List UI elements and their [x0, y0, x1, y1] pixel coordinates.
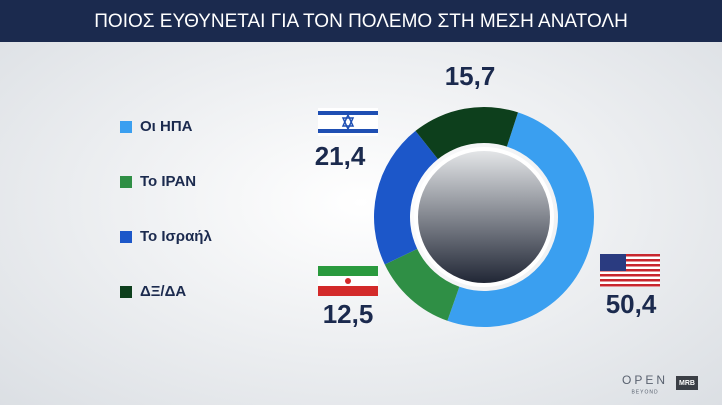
- legend-label: Οι ΗΠΑ: [140, 118, 193, 135]
- legend-swatch: [120, 121, 132, 133]
- legend-swatch: [120, 176, 132, 188]
- center-photo: [414, 147, 554, 287]
- flag-usa: [600, 254, 660, 287]
- value-label: 12,5: [323, 299, 374, 329]
- chart-title: ΠΟΙΟΣ ΕΥΘΥΝΕΤΑΙ ΓΙΑ ΤΟΝ ΠΟΛΕΜΟ ΣΤΗ ΜΕΣΗ …: [94, 11, 628, 32]
- legend-swatch: [120, 231, 132, 243]
- donut-segment: [384, 248, 460, 321]
- legend-label: ΔΞ/ΔΑ: [140, 283, 186, 300]
- header-band: [0, 0, 722, 42]
- value-label: 50,4: [606, 289, 657, 319]
- donut-segment: [373, 130, 438, 265]
- legend-swatch: [120, 286, 132, 298]
- legend-label: Το Ισραήλ: [140, 228, 212, 245]
- value-label: 15,7: [445, 61, 496, 91]
- flag-israel: [318, 108, 378, 136]
- channel-logo: OPEN: [622, 373, 668, 387]
- donut-segment: [447, 112, 595, 328]
- pollster-logo: MRB: [679, 380, 695, 387]
- donut-segment: [415, 107, 518, 160]
- legend-label: Το ΙΡΑΝ: [140, 173, 196, 190]
- donut: [373, 107, 595, 328]
- value-label: 21,4: [315, 141, 366, 171]
- channel-tagline: BEYOND: [631, 389, 658, 395]
- pollster-logo-box: [676, 376, 698, 390]
- flag-iran: [318, 266, 378, 296]
